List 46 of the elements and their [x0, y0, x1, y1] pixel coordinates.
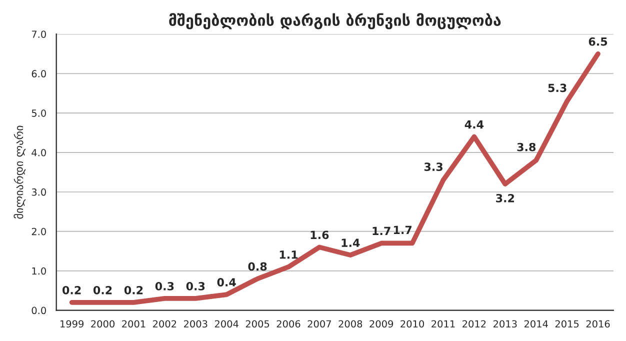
y-tick-label: 4.0	[32, 148, 46, 156]
data-label: 3.2	[496, 194, 514, 202]
y-tick-label: 1.0	[32, 267, 46, 275]
data-label: 3.3	[424, 162, 442, 171]
x-tick-label: 2006	[276, 320, 300, 328]
data-label: 6.5	[588, 37, 608, 46]
x-tick-label: 2014	[524, 320, 548, 328]
y-tick-label: 7.0	[32, 30, 46, 38]
y-tick-label: 0.0	[32, 306, 46, 314]
data-label: 1.7	[394, 226, 412, 234]
y-tick-label: 5.0	[32, 109, 46, 117]
data-label: 0.4	[217, 278, 236, 286]
x-tick-label: 2002	[153, 320, 176, 328]
data-label: 1.7	[372, 226, 390, 235]
x-tick-label: 2015	[555, 320, 579, 328]
x-tick-label: 2011	[432, 320, 455, 328]
x-tick-label: 2003	[184, 320, 208, 328]
x-tick-label: 2013	[493, 320, 517, 328]
data-label: 0.3	[155, 282, 174, 290]
y-tick-label: 6.0	[32, 70, 46, 78]
x-tick-label: 2016	[586, 320, 610, 328]
data-label: 0.3	[186, 282, 205, 290]
data-label: 4.4	[464, 120, 484, 128]
y-axis-title: მილიარდი ლარი	[14, 126, 26, 219]
x-tick-label: 2008	[338, 320, 362, 328]
data-label: 1.6	[310, 230, 329, 240]
data-label: 5.3	[548, 84, 566, 92]
x-tick-label: 2001	[122, 320, 146, 328]
chart-title: მშენებლობის დარგის ბრუნვის მოცულობა	[169, 13, 501, 30]
data-label: 0.2	[62, 286, 81, 294]
y-tick-label: 2.0	[32, 228, 46, 236]
x-tick-label: 2010	[400, 320, 424, 328]
x-tick-label: 1999	[60, 320, 84, 328]
x-tick-label: 2012	[462, 320, 486, 328]
data-label: 0.2	[124, 286, 143, 294]
data-label: 0.2	[93, 286, 112, 294]
data-label: 1.4	[342, 238, 360, 247]
x-tick-label: 2007	[308, 320, 331, 328]
data-label: 1.1	[280, 250, 298, 259]
x-tick-label: 2000	[91, 320, 114, 328]
x-tick-label: 2009	[370, 320, 394, 328]
x-tick-label: 2004	[214, 320, 238, 328]
x-tick-label: 2005	[246, 320, 270, 328]
y-tick-label: 3.0	[32, 188, 46, 196]
data-label: 3.8	[517, 142, 536, 152]
data-label: 0.8	[248, 262, 267, 271]
